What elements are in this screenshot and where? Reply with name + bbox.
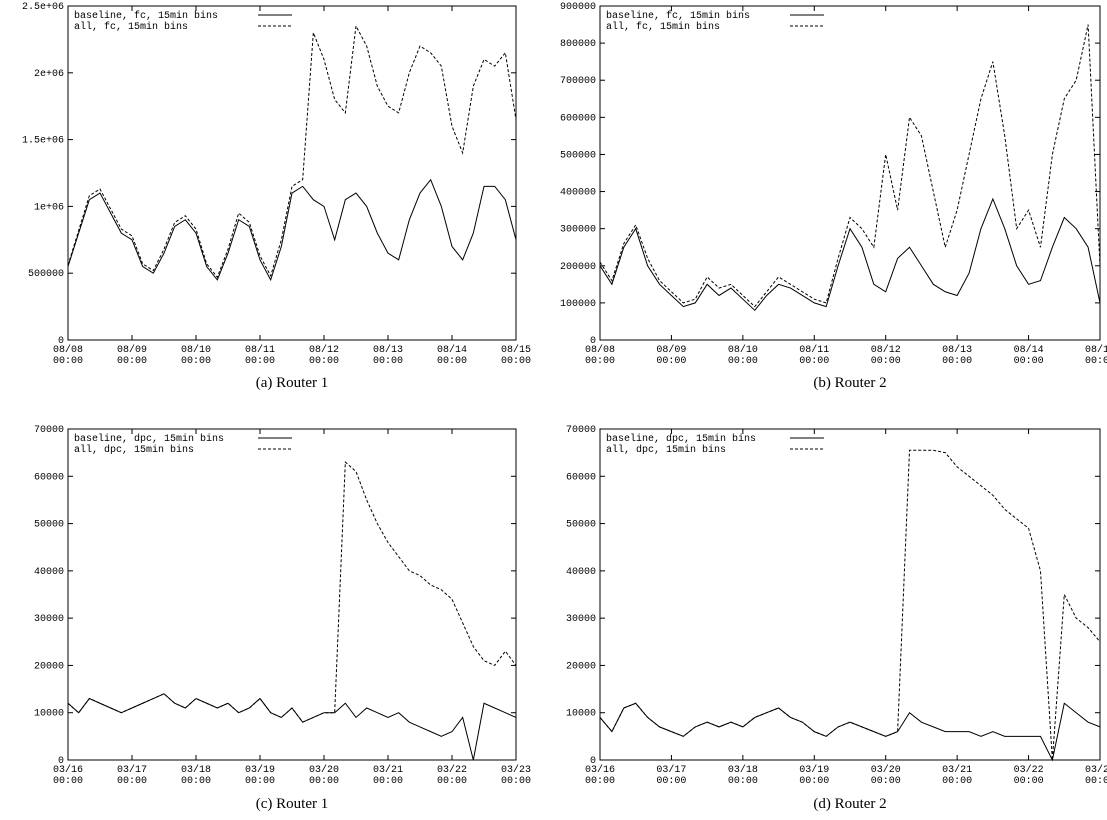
x-tick-label: 08/13 00:00 bbox=[373, 344, 403, 367]
series-line bbox=[599, 449, 1101, 761]
subplot: 0 500000 1e+06 1.5e+06 2e+06 2.5e+06 08/08 00:0… bbox=[22, 2, 531, 391]
x-tick-label: 03/18 00:00 bbox=[728, 764, 758, 787]
x-tick-label: 03/16 00:00 bbox=[53, 764, 83, 787]
series-line bbox=[67, 693, 517, 761]
x-tick-label: 08/11 00:00 bbox=[245, 344, 275, 367]
x-tick-label: 03/17 00:00 bbox=[656, 764, 686, 787]
x-tick-label: 03/20 00:00 bbox=[871, 764, 901, 787]
series-line bbox=[67, 178, 517, 282]
caption: (b) Router 2 bbox=[813, 375, 886, 391]
y-tick-label: 20000 bbox=[566, 661, 596, 672]
series-line bbox=[599, 24, 1101, 308]
y-tick-label: 500000 bbox=[560, 150, 596, 161]
legend-label: all, dpc, 15min bins bbox=[74, 444, 194, 456]
legend-label: all, dpc, 15min bins bbox=[606, 444, 726, 456]
subplot: 0 100000 200000 300000 400000 500000 600000 700… bbox=[560, 2, 1107, 391]
y-tick-label: 400000 bbox=[560, 188, 596, 199]
legend-label: baseline, fc, 15min bins bbox=[606, 10, 750, 22]
subplot: 0 10000 20000 30000 40000 50000 60000 70000 03/1… bbox=[34, 425, 531, 812]
x-tick-label: 03/19 00:00 bbox=[799, 764, 829, 787]
series-line bbox=[599, 197, 1101, 312]
y-tick-label: 2.5e+06 bbox=[22, 2, 64, 13]
series-line bbox=[67, 461, 517, 723]
plot-frame bbox=[599, 5, 1101, 341]
legend-label: all, fc, 15min bins bbox=[606, 21, 720, 33]
y-tick-label: 70000 bbox=[34, 425, 64, 436]
y-tick-label: 0 bbox=[590, 756, 596, 767]
y-tick-label: 700000 bbox=[560, 76, 596, 87]
y-tick-label: 40000 bbox=[34, 567, 64, 578]
y-tick-label: 100000 bbox=[560, 299, 596, 310]
y-tick-label: 0 bbox=[58, 336, 64, 347]
y-tick-label: 300000 bbox=[560, 225, 596, 236]
legend-label: baseline, dpc, 15min bins bbox=[606, 433, 756, 445]
y-tick-label: 1e+06 bbox=[34, 202, 64, 213]
y-tick-label: 1.5e+06 bbox=[22, 136, 64, 147]
y-tick-label: 800000 bbox=[560, 39, 596, 50]
x-tick-label: 08/10 00:00 bbox=[181, 344, 211, 367]
x-tick-label: 08/11 00:00 bbox=[799, 344, 829, 367]
y-tick-label: 10000 bbox=[34, 709, 64, 720]
x-tick-label: 03/21 00:00 bbox=[373, 764, 403, 787]
y-tick-label: 40000 bbox=[566, 567, 596, 578]
x-tick-label: 03/22 00:00 bbox=[437, 764, 467, 787]
legend-label: all, fc, 15min bins bbox=[74, 21, 188, 33]
y-tick-label: 10000 bbox=[566, 709, 596, 720]
y-tick-label: 50000 bbox=[34, 520, 64, 531]
series-line bbox=[599, 702, 1101, 762]
y-tick-label: 20000 bbox=[34, 661, 64, 672]
plot-frame bbox=[599, 428, 1101, 761]
plot-frame bbox=[67, 5, 517, 341]
x-tick-label: 08/12 00:00 bbox=[871, 344, 901, 367]
x-tick-label: 08/10 00:00 bbox=[728, 344, 758, 367]
x-tick-label: 03/20 00:00 bbox=[309, 764, 339, 787]
y-tick-label: 70000 bbox=[566, 425, 596, 436]
y-tick-label: 200000 bbox=[560, 262, 596, 273]
plot-frame bbox=[67, 428, 517, 761]
y-tick-label: 900000 bbox=[560, 2, 596, 13]
y-tick-label: 0 bbox=[590, 336, 596, 347]
y-tick-label: 30000 bbox=[566, 614, 596, 625]
y-tick-label: 2e+06 bbox=[34, 69, 64, 80]
x-tick-label: 08/14 00:00 bbox=[1014, 344, 1044, 367]
x-tick-label: 08/08 00:00 bbox=[53, 344, 83, 367]
y-tick-label: 60000 bbox=[566, 472, 596, 483]
caption: (a) Router 1 bbox=[256, 375, 328, 391]
x-tick-label: 08/13 00:00 bbox=[942, 344, 972, 367]
subplot: 0 10000 20000 30000 40000 50000 60000 70000 03/1… bbox=[566, 425, 1107, 812]
y-tick-label: 0 bbox=[58, 756, 64, 767]
x-tick-label: 08/09 00:00 bbox=[117, 344, 147, 367]
x-tick-label: 03/18 00:00 bbox=[181, 764, 211, 787]
y-tick-label: 60000 bbox=[34, 472, 64, 483]
x-tick-label: 08/14 00:00 bbox=[437, 344, 467, 367]
y-tick-label: 600000 bbox=[560, 113, 596, 124]
legend-label: baseline, dpc, 15min bins bbox=[74, 433, 224, 445]
caption: (d) Router 2 bbox=[813, 796, 886, 812]
x-tick-label: 08/12 00:00 bbox=[309, 344, 339, 367]
x-tick-label: 08/09 00:00 bbox=[656, 344, 686, 367]
series-line bbox=[67, 24, 517, 279]
caption: (c) Router 1 bbox=[256, 796, 328, 812]
x-tick-label: 03/19 00:00 bbox=[245, 764, 275, 787]
x-tick-label: 03/22 00:00 bbox=[1014, 764, 1044, 787]
x-tick-label: 03/21 00:00 bbox=[942, 764, 972, 787]
legend-label: baseline, fc, 15min bins bbox=[74, 10, 218, 22]
y-tick-label: 500000 bbox=[28, 269, 64, 280]
x-tick-label: 03/17 00:00 bbox=[117, 764, 147, 787]
x-tick-label: 08/08 00:00 bbox=[585, 344, 615, 367]
x-tick-label: 03/16 00:00 bbox=[585, 764, 615, 787]
y-tick-label: 30000 bbox=[34, 614, 64, 625]
y-tick-label: 50000 bbox=[566, 520, 596, 531]
